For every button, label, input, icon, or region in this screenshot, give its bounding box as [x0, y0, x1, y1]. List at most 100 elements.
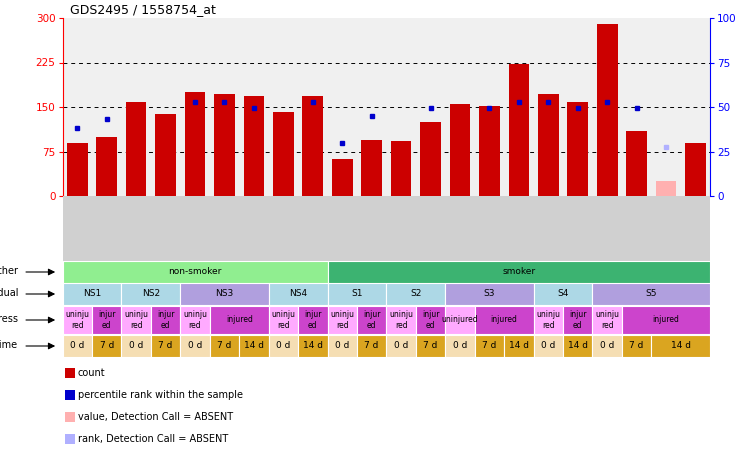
Bar — [534, 306, 563, 334]
Bar — [361, 140, 382, 196]
Text: 7 d: 7 d — [364, 341, 379, 350]
Bar — [126, 102, 146, 196]
Text: 7 d: 7 d — [482, 341, 497, 350]
Bar — [357, 336, 386, 356]
Text: count: count — [78, 368, 105, 378]
Text: 0 d: 0 d — [70, 341, 85, 350]
Bar — [180, 336, 210, 356]
Text: value, Detection Call = ABSENT: value, Detection Call = ABSENT — [78, 412, 233, 422]
Text: injur
ed: injur ed — [422, 310, 439, 330]
Text: S5: S5 — [645, 290, 657, 299]
Bar — [651, 336, 710, 356]
Bar — [592, 306, 622, 334]
Bar — [567, 102, 588, 196]
Text: injured: injured — [226, 316, 252, 325]
Bar — [328, 306, 357, 334]
Bar — [269, 306, 298, 334]
Bar — [538, 94, 559, 196]
Text: 14 d: 14 d — [509, 341, 529, 350]
Text: uninjured: uninjured — [442, 316, 478, 325]
Bar — [445, 283, 534, 305]
Text: S1: S1 — [351, 290, 363, 299]
Text: injur
ed: injur ed — [304, 310, 322, 330]
Bar — [685, 143, 706, 196]
Bar — [65, 390, 75, 400]
Text: uninju
red: uninju red — [537, 310, 560, 330]
Bar — [626, 131, 647, 196]
Bar — [563, 306, 592, 334]
Bar — [328, 336, 357, 356]
Bar — [151, 306, 180, 334]
Text: 7 d: 7 d — [629, 341, 644, 350]
Text: 14 d: 14 d — [670, 341, 691, 350]
Bar — [214, 94, 235, 196]
Text: individual: individual — [0, 288, 18, 298]
Text: 0 d: 0 d — [335, 341, 350, 350]
Bar — [386, 306, 416, 334]
Bar — [479, 106, 500, 196]
Bar — [63, 306, 92, 334]
Bar — [65, 434, 75, 444]
Bar — [155, 114, 176, 196]
Bar — [185, 92, 205, 196]
Bar — [475, 306, 534, 334]
Bar — [386, 336, 416, 356]
Text: NS1: NS1 — [83, 290, 101, 299]
Bar — [180, 283, 269, 305]
Text: percentile rank within the sample: percentile rank within the sample — [78, 390, 243, 400]
Bar — [622, 306, 710, 334]
Bar — [509, 64, 529, 196]
Text: injur
ed: injur ed — [98, 310, 116, 330]
Text: uninju
red: uninju red — [595, 310, 619, 330]
Bar — [65, 368, 75, 378]
Bar — [391, 141, 411, 196]
Text: uninju
red: uninju red — [66, 310, 89, 330]
Bar — [151, 336, 180, 356]
Bar — [534, 283, 592, 305]
Text: 0 d: 0 d — [276, 341, 291, 350]
Text: smoker: smoker — [502, 267, 536, 276]
Bar — [121, 283, 180, 305]
Bar — [504, 336, 534, 356]
Text: stress: stress — [0, 313, 18, 323]
Bar — [269, 283, 328, 305]
Bar — [416, 336, 445, 356]
Bar — [420, 122, 441, 196]
Bar — [67, 143, 88, 196]
Text: injur
ed: injur ed — [363, 310, 381, 330]
Bar — [269, 336, 298, 356]
Text: other: other — [0, 266, 18, 276]
Text: NS2: NS2 — [142, 290, 160, 299]
Text: 14 d: 14 d — [302, 341, 323, 350]
Bar — [244, 96, 264, 196]
Text: rank, Detection Call = ABSENT: rank, Detection Call = ABSENT — [78, 434, 228, 444]
Bar — [622, 336, 651, 356]
Text: NS3: NS3 — [216, 290, 233, 299]
Text: uninju
red: uninju red — [124, 310, 148, 330]
Text: injur
ed: injur ed — [157, 310, 174, 330]
Bar — [92, 306, 121, 334]
Text: injur
ed: injur ed — [569, 310, 587, 330]
Text: 0 d: 0 d — [600, 341, 615, 350]
Bar — [445, 336, 475, 356]
Text: 7 d: 7 d — [217, 341, 232, 350]
Text: uninju
red: uninju red — [272, 310, 295, 330]
Bar — [450, 104, 470, 196]
Text: 7 d: 7 d — [423, 341, 438, 350]
Text: injured: injured — [491, 316, 517, 325]
Bar — [92, 336, 121, 356]
Text: NS4: NS4 — [289, 290, 307, 299]
Bar — [445, 306, 475, 334]
Text: non-smoker: non-smoker — [169, 267, 222, 276]
Bar — [239, 336, 269, 356]
Text: S3: S3 — [484, 290, 495, 299]
Bar — [63, 283, 121, 305]
Bar — [273, 112, 294, 196]
Bar — [65, 412, 75, 422]
Text: 0 d: 0 d — [541, 341, 556, 350]
Bar — [592, 336, 622, 356]
Text: 14 d: 14 d — [567, 341, 588, 350]
Bar — [298, 336, 328, 356]
Bar — [96, 137, 117, 196]
Bar — [597, 24, 618, 196]
